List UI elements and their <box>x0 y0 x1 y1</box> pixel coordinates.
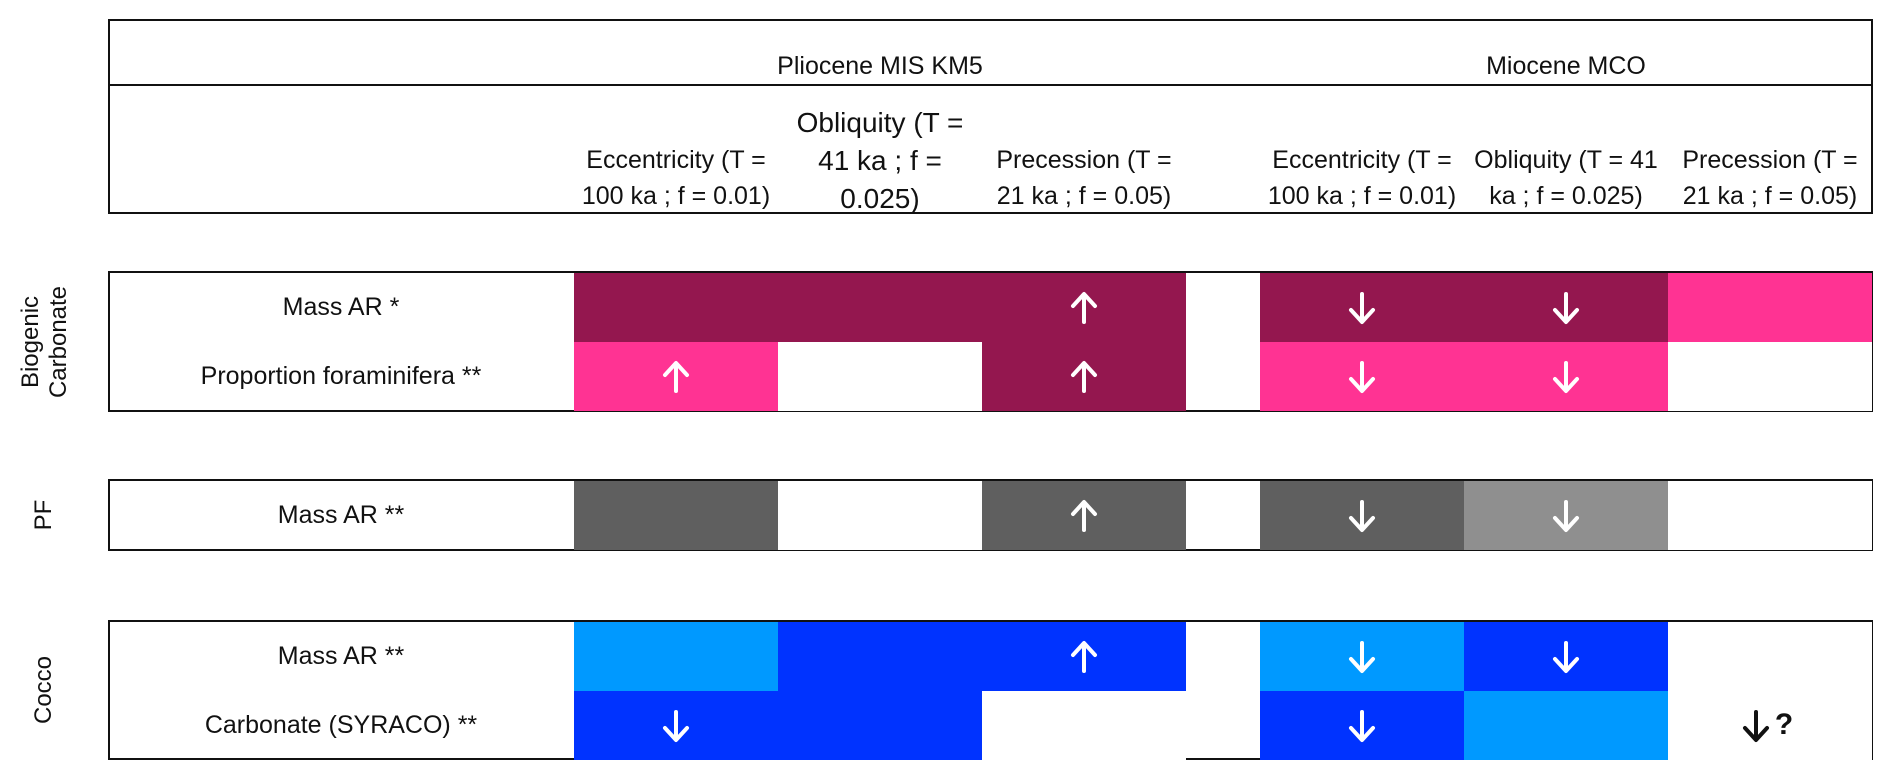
column-header-miocene-obliquity: Obliquity (T = 41 ka ; f = 0.025) <box>1474 146 1658 210</box>
cell-g2-r0-c1 <box>778 622 982 691</box>
cell-g2-r1-c5 <box>1668 691 1872 760</box>
column-header-pliocene-eccentricity: Eccentricity (T = 100 ka ; f = 0.01) <box>581 146 771 210</box>
header-box <box>108 19 1873 214</box>
cell-g1-r0-c1 <box>778 481 982 550</box>
row-label-carbonate-syraco: Carbonate (SYRACO) ** <box>204 711 478 739</box>
question-mark: ? <box>1774 707 1794 741</box>
arrow-down-icon <box>1546 288 1586 328</box>
cell-g2-r1-c1 <box>778 691 982 760</box>
group-label-biogenic-carbonate: Biogenic Carbonate <box>17 285 72 399</box>
arrow-up-icon <box>1064 637 1104 677</box>
arrow-up-icon <box>1064 288 1104 328</box>
arrow-down-icon <box>656 706 696 746</box>
column-header-miocene-eccentricity: Eccentricity (T = 100 ka ; f = 0.01) <box>1267 146 1457 210</box>
row-label-proportion-foraminifera: Proportion foraminifera ** <box>200 362 482 390</box>
arrow-down-icon <box>1342 706 1382 746</box>
row-label-pf-mass-ar: Mass AR ** <box>277 501 405 529</box>
cell-g0-r1-c1 <box>778 342 982 411</box>
arrow-down-icon <box>1342 496 1382 536</box>
arrow-down-icon <box>1546 496 1586 536</box>
arrow-down-icon <box>1342 637 1382 677</box>
cell-g1-r0-c5 <box>1668 481 1872 550</box>
group-label-cocco: Cocco <box>30 655 57 725</box>
cell-g1-r0-c0 <box>574 481 778 550</box>
cell-g2-r1-c4 <box>1464 691 1668 760</box>
column-header-pliocene-precession: Precession (T = 21 ka ; f = 0.05) <box>996 146 1172 210</box>
period-pliocene: Pliocene MIS KM5 <box>777 52 983 80</box>
arrow-up-icon <box>1064 357 1104 397</box>
cell-g2-r0-c5 <box>1668 622 1872 691</box>
column-header-miocene-precession: Precession (T = 21 ka ; f = 0.05) <box>1682 146 1858 210</box>
arrow-up-icon <box>656 357 696 397</box>
column-header-pliocene-obliquity: Obliquity (T = 41 ka ; f = 0.025) <box>796 107 964 214</box>
arrow-down-icon <box>1342 288 1382 328</box>
cell-g2-r0-c0 <box>574 622 778 691</box>
arrow-down-icon <box>1342 357 1382 397</box>
period-miocene: Miocene MCO <box>1486 52 1646 80</box>
cell-g0-r0-c0 <box>574 273 778 342</box>
cell-g0-r0-c5 <box>1668 273 1872 342</box>
header-divider <box>110 84 1871 86</box>
cell-g0-r1-c5 <box>1668 342 1872 411</box>
arrow-down-icon <box>1736 706 1776 746</box>
arrow-up-icon <box>1064 496 1104 536</box>
group-label-pf: PF <box>30 499 57 531</box>
row-label-biogenic-mass-ar: Mass AR * <box>282 293 400 321</box>
cell-g0-r0-c1 <box>778 273 982 342</box>
arrow-down-icon <box>1546 357 1586 397</box>
cell-g2-r1-c2 <box>982 691 1186 760</box>
arrow-down-icon <box>1546 637 1586 677</box>
row-label-cocco-mass-ar: Mass AR ** <box>277 642 405 670</box>
